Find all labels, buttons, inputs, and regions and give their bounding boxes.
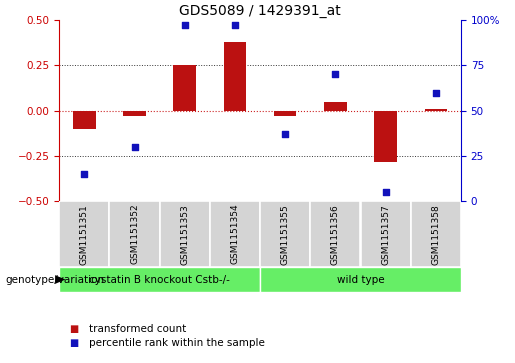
Bar <box>260 201 310 267</box>
Point <box>231 23 239 28</box>
Bar <box>109 201 160 267</box>
Bar <box>73 111 96 129</box>
Text: GSM1151358: GSM1151358 <box>432 204 440 265</box>
Point <box>281 131 289 137</box>
Text: wild type: wild type <box>337 274 384 285</box>
Text: ■: ■ <box>70 323 79 334</box>
Point <box>130 144 139 150</box>
Bar <box>210 201 260 267</box>
Text: GSM1151351: GSM1151351 <box>80 204 89 265</box>
Bar <box>174 65 196 111</box>
Text: GSM1151353: GSM1151353 <box>180 204 189 265</box>
Text: GSM1151356: GSM1151356 <box>331 204 340 265</box>
Bar <box>59 267 260 292</box>
Point <box>331 72 339 77</box>
Point <box>181 23 189 28</box>
Text: transformed count: transformed count <box>89 323 186 334</box>
Point <box>382 189 390 195</box>
Point <box>432 90 440 95</box>
Bar <box>260 267 461 292</box>
Bar <box>274 111 297 116</box>
Title: GDS5089 / 1429391_at: GDS5089 / 1429391_at <box>179 4 341 17</box>
Bar <box>160 201 210 267</box>
Bar <box>224 42 246 111</box>
Bar <box>324 102 347 111</box>
Bar <box>59 201 109 267</box>
Bar <box>424 109 447 111</box>
Polygon shape <box>55 275 65 284</box>
Text: GSM1151354: GSM1151354 <box>231 204 239 265</box>
Bar <box>310 201 360 267</box>
Text: cystatin B knockout Cstb-/-: cystatin B knockout Cstb-/- <box>89 274 230 285</box>
Text: genotype/variation: genotype/variation <box>5 274 104 285</box>
Text: GSM1151357: GSM1151357 <box>381 204 390 265</box>
Text: ■: ■ <box>70 338 79 348</box>
Bar <box>360 201 410 267</box>
Text: GSM1151355: GSM1151355 <box>281 204 289 265</box>
Text: percentile rank within the sample: percentile rank within the sample <box>89 338 265 348</box>
Text: GSM1151352: GSM1151352 <box>130 204 139 265</box>
Point <box>80 171 89 177</box>
Bar <box>410 201 461 267</box>
Bar <box>374 111 397 162</box>
Bar <box>123 111 146 116</box>
